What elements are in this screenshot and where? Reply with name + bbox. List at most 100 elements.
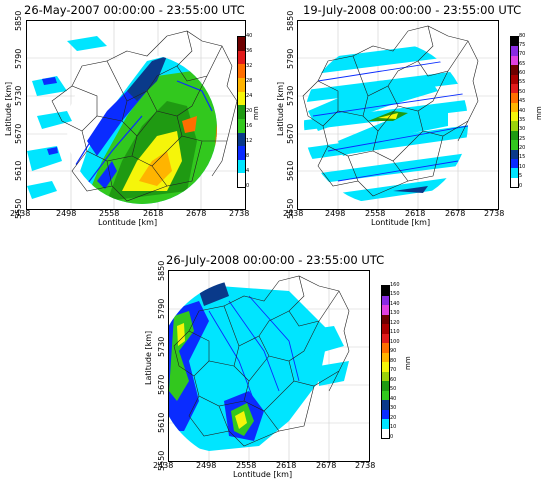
colorbar-tick: 20 [246, 107, 253, 114]
x-tick: 2618 [405, 209, 426, 218]
x-tick: 2618 [143, 209, 164, 218]
colorbar-unit: mm [535, 106, 543, 120]
y-tick: 5790 [157, 298, 166, 319]
map-plot [26, 20, 246, 210]
x-axis-label: Lontitude [km] [98, 218, 158, 227]
colorbar-segment [382, 390, 389, 400]
colorbar [381, 285, 390, 439]
x-tick: 2678 [445, 209, 466, 218]
x-tick: 2738 [484, 209, 505, 218]
radar-map-2 [298, 21, 498, 209]
colorbar-segment [511, 93, 518, 103]
colorbar-segment [511, 55, 518, 66]
y-tick: 5550 [14, 198, 23, 219]
colorbar-tick: 75 [519, 41, 526, 48]
colorbar-tick: 60 [519, 70, 526, 76]
x-axis-label: Lontitude [km] [371, 218, 431, 227]
y-tick: 5790 [286, 48, 295, 69]
colorbar-tick: 40 [246, 32, 253, 39]
x-tick: 2738 [229, 209, 250, 218]
colorbar-tick: 160 [390, 281, 400, 288]
colorbar-tick: 30 [390, 405, 397, 411]
colorbar-tick: 80 [519, 32, 526, 39]
colorbar-segment [511, 121, 518, 131]
colorbar-segment [382, 333, 389, 343]
colorbar-segment [382, 371, 389, 381]
colorbar-segment [382, 295, 389, 305]
colorbar-segment [238, 118, 245, 133]
x-axis-label: Lontitude [km] [233, 470, 293, 479]
x-tick: 2438 [283, 209, 304, 218]
y-tick: 5730 [14, 85, 23, 106]
colorbar-segment [382, 286, 389, 296]
y-axis-label: Latitude [km] [4, 81, 13, 136]
colorbar-tick: 45 [519, 98, 526, 105]
colorbar-tick: 140 [390, 300, 400, 307]
colorbar-tick: 12 [246, 137, 253, 144]
x-tick: 2558 [99, 209, 120, 218]
colorbar-segment [382, 400, 389, 410]
colorbar-segment [238, 64, 245, 78]
colorbar-segment [238, 37, 245, 51]
y-tick: 5670 [286, 123, 295, 144]
colorbar-tick: 0 [246, 182, 250, 189]
colorbar-tick: 80 [390, 357, 397, 364]
y-tick: 5670 [157, 374, 166, 395]
colorbar-tick: 130 [390, 310, 400, 316]
panel-title: 19-July-2008 00:00:00 - 23:55:00 UTC [303, 3, 522, 17]
colorbar-segment [511, 130, 518, 141]
colorbar-segment [511, 177, 518, 187]
y-tick: 5850 [14, 10, 23, 31]
colorbar-tick: 55 [519, 79, 526, 86]
colorbar-tick: 20 [390, 414, 397, 421]
x-tick: 2438 [153, 461, 174, 470]
x-tick: 2618 [276, 461, 297, 470]
colorbar-tick: 150 [390, 291, 400, 297]
y-tick: 5850 [286, 10, 295, 31]
colorbar-segment [238, 132, 245, 147]
colorbar-tick: 0 [519, 182, 523, 189]
colorbar-tick: 4 [246, 167, 250, 174]
colorbar-segment [382, 305, 389, 315]
radar-map-3 [169, 271, 369, 461]
colorbar-segment [511, 74, 518, 84]
x-tick: 2498 [196, 461, 217, 470]
colorbar-segment [382, 428, 389, 438]
colorbar-tick: 24 [246, 92, 253, 99]
x-tick: 2498 [325, 209, 346, 218]
colorbar-segment [382, 419, 389, 429]
colorbar-segment [382, 314, 389, 324]
colorbar-tick: 10 [390, 424, 397, 430]
colorbar [237, 36, 246, 188]
colorbar-segment [238, 173, 245, 187]
y-tick: 5730 [157, 336, 166, 357]
radar-map-1 [27, 21, 245, 209]
colorbar-segment [238, 159, 245, 174]
colorbar-segment [382, 343, 389, 353]
y-tick: 5790 [14, 48, 23, 69]
colorbar-tick: 65 [519, 60, 526, 67]
colorbar-unit: mm [404, 356, 412, 370]
colorbar-tick: 5 [519, 173, 523, 180]
colorbar-segment [511, 102, 518, 112]
y-tick: 5550 [286, 198, 295, 219]
colorbar-segment [511, 158, 518, 169]
y-tick: 5610 [157, 412, 166, 433]
colorbar-segment [511, 168, 518, 178]
colorbar-tick: 70 [519, 51, 526, 58]
colorbar-tick: 15 [519, 154, 526, 161]
map-plot [168, 270, 370, 462]
colorbar-tick: 40 [390, 395, 397, 402]
colorbar-segment [382, 352, 389, 362]
colorbar-segment [511, 140, 518, 150]
colorbar-tick: 50 [519, 88, 526, 95]
x-tick: 2558 [365, 209, 386, 218]
colorbar-tick: 25 [519, 135, 526, 142]
y-tick: 5730 [286, 85, 295, 106]
x-tick: 2498 [56, 209, 77, 218]
panel-title: 26-May-2007 00:00:00 - 23:55:00 UTC [24, 3, 245, 17]
x-tick: 2738 [355, 461, 376, 470]
y-tick: 5610 [14, 160, 23, 181]
colorbar-tick: 40 [519, 107, 526, 114]
colorbar-segment [382, 409, 389, 419]
